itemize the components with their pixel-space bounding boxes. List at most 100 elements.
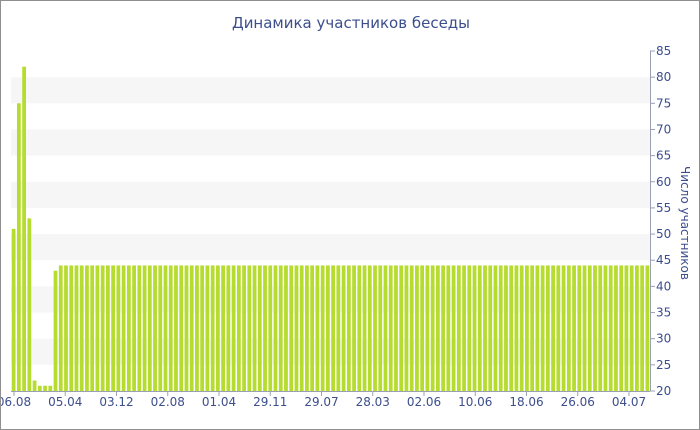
- chart-title: Динамика участников беседы: [231, 14, 471, 32]
- y-tick-label: 45: [656, 253, 671, 267]
- bar: [158, 265, 163, 391]
- bar: [200, 265, 205, 391]
- bar: [310, 265, 315, 391]
- bar: [85, 265, 89, 391]
- bar: [635, 265, 639, 391]
- x-tick-label: 10.06: [458, 395, 492, 409]
- bar: [179, 265, 184, 391]
- bar: [572, 265, 576, 391]
- bar: [456, 265, 461, 391]
- bar: [608, 265, 613, 391]
- bar: [16, 103, 21, 391]
- bar: [257, 265, 262, 391]
- bar: [577, 265, 582, 391]
- bar: [11, 228, 16, 391]
- bar: [153, 265, 157, 391]
- bar: [163, 265, 168, 391]
- bar: [142, 265, 147, 391]
- bar: [582, 265, 587, 391]
- bar: [388, 265, 393, 391]
- y-tick-label: 25: [656, 358, 671, 372]
- x-tick-label: 28.03: [356, 395, 390, 409]
- bar: [645, 265, 650, 391]
- bar: [37, 385, 42, 391]
- y-tick-label: 20: [656, 384, 671, 398]
- bar: [378, 265, 383, 391]
- bar: [603, 265, 608, 391]
- y-tick-label: 55: [656, 201, 671, 215]
- bar: [509, 265, 514, 391]
- x-tick-label: 03.12: [99, 395, 133, 409]
- bar: [519, 265, 524, 391]
- bar: [514, 265, 519, 391]
- bar: [231, 265, 236, 391]
- bar: [415, 265, 419, 391]
- x-tick-label: 26.06: [561, 395, 595, 409]
- bar: [593, 265, 597, 391]
- bar: [530, 265, 535, 391]
- bar: [48, 385, 53, 391]
- bar: [284, 265, 288, 391]
- bar: [362, 265, 367, 391]
- bar: [373, 265, 377, 391]
- bar: [210, 265, 215, 391]
- bar: [278, 265, 283, 391]
- bar: [420, 265, 425, 391]
- bar: [399, 265, 404, 391]
- bar: [394, 265, 398, 391]
- bar: [32, 380, 37, 391]
- bar: [472, 265, 477, 391]
- bar: [341, 265, 346, 391]
- bar: [195, 265, 199, 391]
- y-tick-label: 30: [656, 332, 671, 346]
- bar-series: [11, 66, 650, 391]
- bar: [116, 265, 121, 391]
- bar: [22, 66, 26, 391]
- bar: [556, 265, 561, 391]
- bar: [545, 265, 550, 391]
- bar: [121, 265, 126, 391]
- bar: [315, 265, 320, 391]
- bar: [137, 265, 142, 391]
- bar: [504, 265, 508, 391]
- bar: [441, 265, 445, 391]
- bar: [126, 265, 131, 391]
- y-tick-label: 80: [656, 70, 671, 84]
- grid-band: [11, 234, 650, 261]
- bar: [326, 265, 330, 391]
- bar: [367, 265, 372, 391]
- bar: [430, 265, 435, 391]
- bar: [483, 265, 487, 391]
- x-tick-label: 04.07: [612, 395, 646, 409]
- bar: [551, 265, 555, 391]
- bar: [383, 265, 388, 391]
- bar: [111, 265, 116, 391]
- x-axis-ticks: 06.08 05.04 03.12 02.08 01.04 29.11 29.07 28.03…: [1, 391, 646, 409]
- bar: [294, 265, 299, 391]
- x-tick-label: 06.08: [1, 395, 31, 409]
- axes: [11, 51, 651, 392]
- bar: [614, 265, 618, 391]
- bar: [357, 265, 362, 391]
- bar: [242, 265, 246, 391]
- bar: [95, 265, 100, 391]
- bar: [299, 265, 304, 391]
- y-tick-label: 35: [656, 306, 671, 320]
- y-axis-ticks: 20 25 30 35 40 45 50 55 60 65 70 75 80 85: [650, 44, 671, 398]
- x-tick-label: 29.11: [253, 395, 287, 409]
- bar: [619, 265, 624, 391]
- bar: [147, 265, 152, 391]
- bar: [404, 265, 409, 391]
- bar: [184, 265, 189, 391]
- y-tick-label: 75: [656, 96, 671, 110]
- y-tick-label: 85: [656, 44, 671, 58]
- bar: [561, 265, 566, 391]
- bar: [64, 265, 68, 391]
- bar: [425, 265, 430, 391]
- bar: [493, 265, 498, 391]
- bar: [540, 265, 545, 391]
- bar: [263, 265, 267, 391]
- bar: [305, 265, 309, 391]
